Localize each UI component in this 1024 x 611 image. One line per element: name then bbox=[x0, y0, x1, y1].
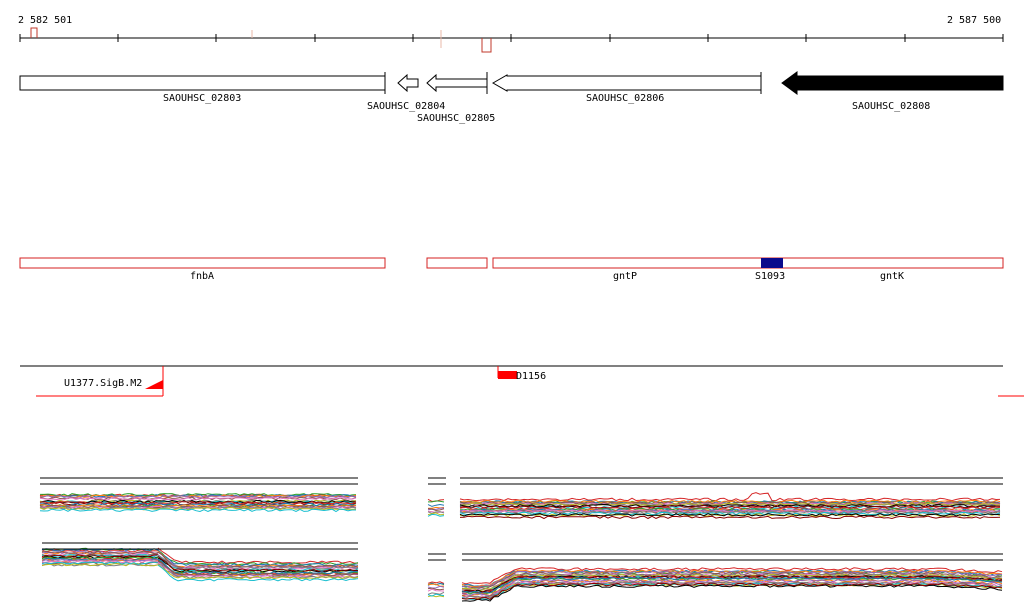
expression-trace bbox=[157, 564, 359, 580]
gene-track: SAOUHSC_02803 SAOUHSC_02804 SAOUHSC_0280… bbox=[19, 71, 1004, 124]
gene-label: SAOUHSC_02804 bbox=[367, 101, 445, 112]
gene-label: SAOUHSC_02808 bbox=[852, 101, 930, 112]
expression-trace bbox=[459, 511, 1001, 516]
expression-trace bbox=[427, 588, 445, 592]
expression-track bbox=[39, 477, 1003, 602]
expression-trace bbox=[427, 513, 445, 517]
gene-feature[interactable] bbox=[781, 71, 1004, 95]
expression-trace bbox=[157, 553, 359, 570]
expression-trace bbox=[39, 500, 357, 505]
expression-trace bbox=[461, 579, 1003, 597]
gene-feature[interactable] bbox=[397, 73, 419, 93]
terminator-marker[interactable] bbox=[498, 371, 517, 379]
expression-trace bbox=[427, 503, 445, 507]
expression-trace bbox=[461, 573, 1003, 592]
expression-trace bbox=[157, 557, 359, 573]
expression-trace bbox=[39, 508, 356, 513]
expression-trace bbox=[427, 511, 445, 514]
expression-trace bbox=[157, 547, 359, 564]
expression-trace bbox=[157, 555, 359, 572]
regulatory-label: D1156 bbox=[516, 371, 546, 382]
expression-trace bbox=[157, 560, 359, 577]
expression-trace bbox=[39, 496, 357, 501]
gene-label: SAOUHSC_02806 bbox=[586, 93, 664, 104]
small-rna-feature[interactable] bbox=[761, 258, 783, 268]
expression-trace bbox=[39, 502, 357, 507]
expression-trace bbox=[157, 554, 359, 570]
gene-feature[interactable] bbox=[19, 75, 386, 91]
expression-trace bbox=[427, 591, 445, 595]
gene-feature[interactable] bbox=[491, 74, 762, 92]
expression-trace bbox=[459, 504, 1001, 509]
expression-trace bbox=[461, 576, 1003, 594]
expression-trace bbox=[427, 581, 445, 584]
expression-trace bbox=[157, 564, 359, 582]
expression-trace bbox=[459, 503, 1001, 508]
expression-trace bbox=[41, 561, 159, 565]
expression-trace bbox=[39, 506, 357, 510]
expression-trace bbox=[428, 500, 445, 503]
expression-trace bbox=[427, 587, 445, 591]
ruler-end-label: 2 587 500 bbox=[947, 15, 1001, 26]
transcript-feature[interactable] bbox=[492, 257, 1004, 269]
expression-trace bbox=[39, 506, 356, 511]
expression-trace bbox=[459, 513, 1001, 517]
expression-trace bbox=[461, 575, 1003, 593]
expression-trace bbox=[427, 507, 445, 511]
coordinate-ruler: 2 582 501 2 587 500 bbox=[18, 15, 1004, 53]
transcript-label: S1093 bbox=[755, 271, 785, 282]
expression-trace bbox=[427, 593, 445, 597]
gene-feature[interactable] bbox=[426, 73, 488, 93]
transcript-feature[interactable] bbox=[426, 257, 488, 269]
transcript-feature[interactable] bbox=[19, 257, 386, 269]
regulatory-track: U1377.SigB.M2 D1156 bbox=[20, 365, 1024, 397]
transcript-label: fnbA bbox=[190, 271, 214, 282]
transcript-label: gntP bbox=[613, 271, 637, 282]
expression-trace bbox=[459, 492, 1001, 502]
expression-trace bbox=[41, 554, 159, 558]
expression-trace bbox=[157, 551, 359, 569]
expression-trace bbox=[459, 502, 1001, 507]
regulatory-label: U1377.SigB.M2 bbox=[64, 378, 142, 389]
expression-trace bbox=[157, 549, 359, 566]
expression-trace bbox=[459, 509, 1001, 514]
ruler-marker bbox=[481, 38, 492, 53]
ruler-marker bbox=[30, 27, 38, 38]
ruler-start-label: 2 582 501 bbox=[18, 15, 72, 26]
expression-trace bbox=[157, 559, 359, 575]
expression-trace bbox=[41, 550, 159, 555]
expression-trace bbox=[427, 508, 445, 512]
transcript-track: fnbA gntP S1093 gntK bbox=[19, 257, 1004, 282]
expression-trace bbox=[157, 556, 359, 572]
expression-trace bbox=[39, 499, 357, 504]
expression-trace bbox=[461, 567, 1003, 585]
promoter-marker[interactable] bbox=[145, 380, 163, 389]
expression-trace bbox=[427, 512, 445, 516]
expression-trace bbox=[427, 585, 445, 589]
expression-trace bbox=[461, 582, 1003, 601]
gene-label: SAOUHSC_02803 bbox=[163, 93, 241, 104]
expression-trace bbox=[42, 550, 159, 555]
expression-trace bbox=[461, 584, 1003, 602]
ruler-ticks bbox=[19, 34, 1004, 42]
transcript-label: gntK bbox=[880, 271, 904, 282]
expression-trace bbox=[459, 515, 1001, 520]
expression-trace bbox=[40, 504, 357, 508]
expression-trace bbox=[39, 494, 357, 499]
expression-trace bbox=[459, 510, 1001, 515]
gene-label: SAOUHSC_02805 bbox=[417, 113, 495, 124]
